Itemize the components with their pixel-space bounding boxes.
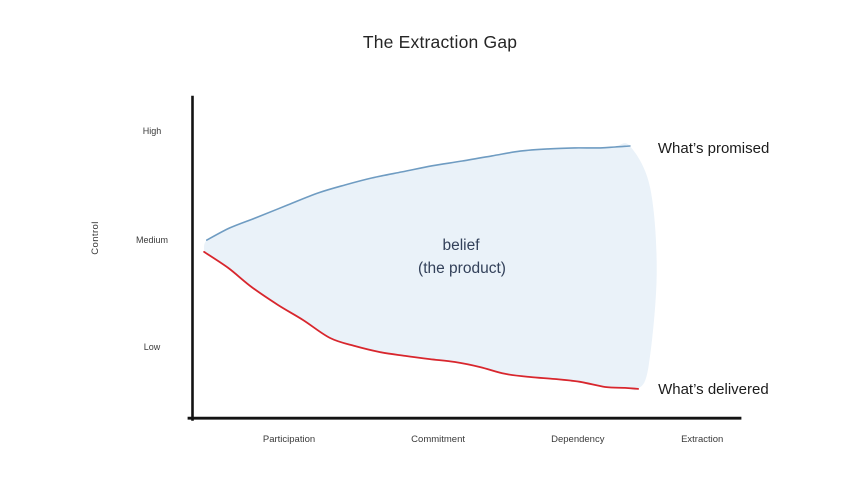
promised-line <box>206 145 631 241</box>
y-tick-low: Low <box>144 342 161 352</box>
y-tick-medium: Medium <box>136 235 168 245</box>
x-tick-commitment: Commitment <box>411 434 465 445</box>
belief-area <box>203 143 657 391</box>
delivered-line <box>203 251 639 390</box>
y-tick-high: High <box>143 126 162 136</box>
belief-label-line2: (the product) <box>418 260 506 277</box>
x-tick-dependency: Dependency <box>551 434 605 445</box>
belief-label-line1: belief <box>442 237 480 254</box>
x-tick-extraction: Extraction <box>681 434 723 445</box>
promised-series-label: What’s promised <box>658 140 769 157</box>
x-tick-participation: Participation <box>263 434 315 445</box>
y-axis-label: Control <box>90 221 101 254</box>
chart-title: The Extraction Gap <box>363 32 517 52</box>
delivered-series-label: What’s delivered <box>658 381 769 398</box>
